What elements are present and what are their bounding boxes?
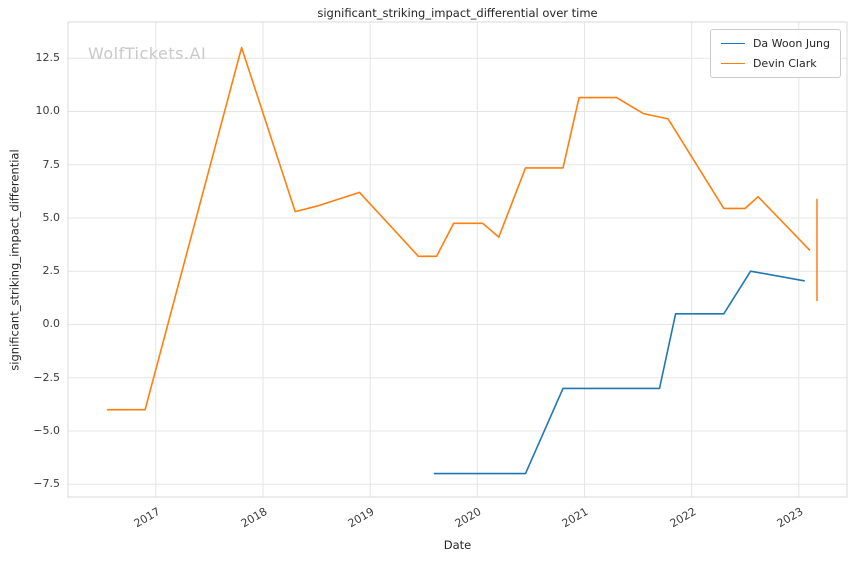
legend-label: Da Woon Jung	[752, 37, 830, 50]
legend: Da Woon Jung Devin Clark	[709, 29, 841, 78]
y-tick-label: −2.5	[33, 370, 60, 384]
y-tick-label: −7.5	[33, 477, 60, 491]
y-tick-label: 2.5	[42, 264, 61, 278]
y-tick-label: 12.5	[35, 51, 61, 65]
legend-item: Da Woon Jung	[720, 37, 830, 50]
x-axis-label: Date	[443, 538, 472, 552]
y-tick-label: 5.0	[42, 210, 61, 224]
legend-line-sample	[720, 63, 745, 64]
y-tick-label: 7.5	[42, 157, 61, 171]
figure: significant_striking_impact_differential…	[8, 6, 848, 552]
y-axis-label: significant_striking_impact_differential	[8, 148, 23, 371]
chart-title: significant_striking_impact_differential…	[317, 6, 598, 20]
y-tick-label: 0.0	[42, 317, 61, 331]
y-tick-label: 10.0	[35, 104, 61, 118]
series-line-da-woon-jung	[433, 270, 805, 475]
watermark: WolfTickets.AI	[88, 44, 207, 63]
series-line-devin-clark	[106, 46, 811, 411]
chart-canvas	[67, 21, 848, 498]
legend-label: Devin Clark	[752, 57, 817, 70]
plot-border	[67, 21, 848, 498]
legend-line-sample	[720, 43, 745, 44]
y-tick-label: −5.0	[33, 423, 60, 437]
legend-item: Devin Clark	[720, 57, 830, 70]
